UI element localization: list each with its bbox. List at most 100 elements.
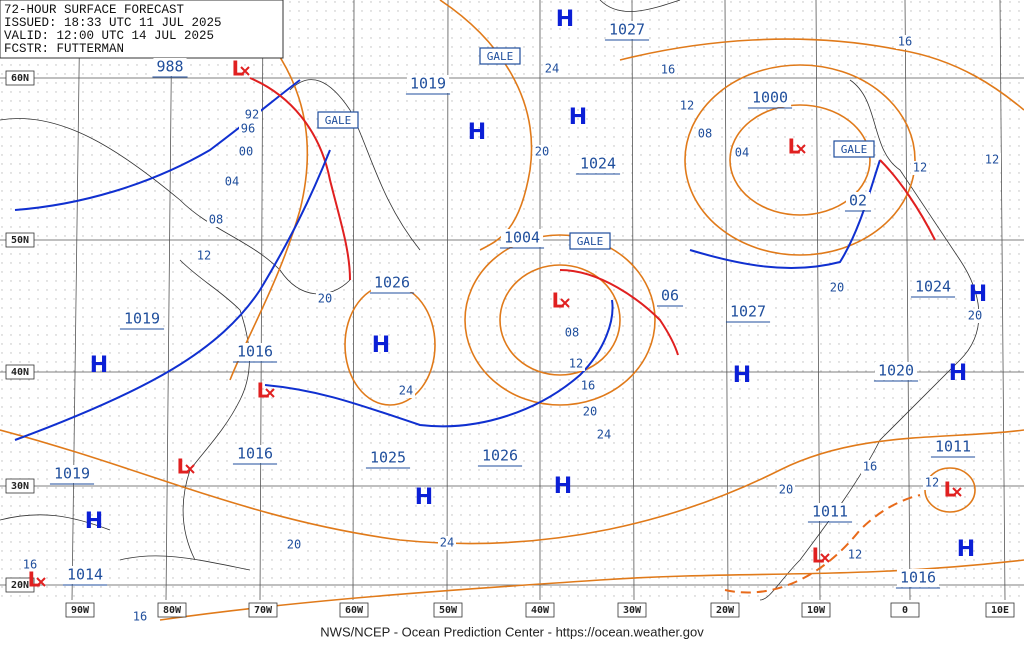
contour-label: 16 (581, 379, 595, 393)
contour-label-bg (896, 35, 914, 49)
contour-label-bg (911, 161, 929, 175)
gale-box (569, 232, 611, 250)
isobar-label: 1027 (609, 21, 645, 39)
lon-label-box (890, 602, 920, 618)
isobar-label-bg (153, 58, 187, 76)
isobar-label-bg (896, 569, 940, 587)
contour-label: 00 (239, 145, 253, 159)
isobar-label: 1019 (54, 465, 90, 483)
lon-label-box (157, 602, 187, 618)
longitude-label: 10W (807, 605, 826, 616)
isobar-label: 1014 (67, 566, 103, 584)
isobar-label: 1016 (900, 569, 936, 587)
isobar-label: 1019 (410, 75, 446, 93)
low-center-mark (560, 298, 570, 308)
contour-label-bg (207, 213, 225, 227)
contour-label: 20 (583, 405, 597, 419)
isobar-label: 1000 (752, 89, 788, 107)
high-pressure: H (969, 282, 987, 307)
contour-label: 24 (399, 384, 413, 398)
contour-label: 20 (830, 281, 844, 295)
high-pressure: H (957, 537, 975, 562)
isobar-label-bg (874, 362, 918, 380)
isobar-label: 1016 (237, 343, 273, 361)
contour-label-bg (777, 483, 795, 497)
contour-label: 24 (545, 62, 559, 76)
longitude-label: 80W (163, 605, 182, 616)
contour-label: 08 (698, 127, 712, 141)
longitude-label: 50W (439, 605, 458, 616)
contour-label-bg (438, 536, 456, 550)
contour-label: 12 (197, 249, 211, 263)
contour-label: 20 (968, 309, 982, 323)
contour-label: 16 (863, 460, 877, 474)
high-pressure: H (85, 509, 103, 534)
contour-label-bg (579, 379, 597, 393)
latitude-label: 30N (11, 481, 29, 492)
contour-label-bg (733, 146, 751, 160)
gale-box (479, 47, 521, 65)
contour-label-bg (243, 108, 261, 122)
gale-warning: GALE (325, 114, 352, 127)
isobar-label-bg (931, 438, 975, 456)
longitude-label: 60W (345, 605, 364, 616)
longitude-label: 70W (254, 605, 273, 616)
high-pressure: H (569, 105, 587, 130)
lon-label-box (433, 602, 463, 618)
contour-label-bg (595, 428, 613, 442)
contour-label-bg (533, 145, 551, 159)
latitude-label: 20N (11, 580, 29, 591)
low-center-mark (240, 66, 250, 76)
high-pressure: H (90, 353, 108, 378)
contour-label-bg (397, 384, 415, 398)
contour-label: 16 (661, 63, 675, 77)
contour-label: 04 (735, 146, 749, 160)
contour-label: 08 (565, 326, 579, 340)
isobar-label: 1024 (915, 278, 951, 296)
isobar-label-bg (233, 445, 277, 463)
isobar-label-bg (50, 465, 94, 483)
lon-label-box (65, 602, 95, 618)
lon-label-box (525, 602, 555, 618)
isobar-label-bg (748, 89, 792, 107)
fronts (14, 77, 936, 594)
isobar-label: 1026 (374, 274, 410, 292)
isobar-label-bg (500, 229, 544, 247)
contour-label: 08 (209, 213, 223, 227)
contour-label-bg (223, 175, 241, 189)
longitude-label: 40W (531, 605, 550, 616)
isobar-label-bg (726, 303, 770, 321)
contour-label-bg (581, 405, 599, 419)
contour-label-bg (316, 292, 334, 306)
contour-label-bg (966, 309, 984, 323)
isobar-label: 1019 (124, 310, 160, 328)
isobar-label-bg (120, 310, 164, 328)
gale-box (317, 111, 359, 129)
isobar-label: 1016 (237, 445, 273, 463)
isobar-label-bg (63, 566, 107, 584)
contour-label-bg (678, 99, 696, 113)
contour-label-bg (195, 249, 213, 263)
high-pressure: H (372, 333, 390, 358)
contour-label: 96 (241, 122, 255, 136)
contour-label: 20 (318, 292, 332, 306)
gale-warning: GALE (577, 235, 604, 248)
lon-label-box (710, 602, 740, 618)
low-center-mark (820, 553, 830, 563)
lon-label-box (985, 602, 1015, 618)
isobar-label-bg (233, 343, 277, 361)
contour-label: 16 (898, 35, 912, 49)
longitude-label: 90W (71, 605, 90, 616)
lon-label-box (248, 602, 278, 618)
gale-warning: GALE (841, 143, 868, 156)
longitude-label: 30W (623, 605, 642, 616)
contour-label-bg (239, 122, 257, 136)
isobar-label: 02 (849, 192, 867, 210)
contour-label: 92 (245, 108, 259, 122)
contour-label: 12 (680, 99, 694, 113)
lon-label-box (617, 602, 647, 618)
isobar-label: 1011 (812, 503, 848, 521)
isobar-label-bg (808, 503, 852, 521)
lat-label-box (5, 364, 35, 380)
gale-box (833, 140, 875, 158)
